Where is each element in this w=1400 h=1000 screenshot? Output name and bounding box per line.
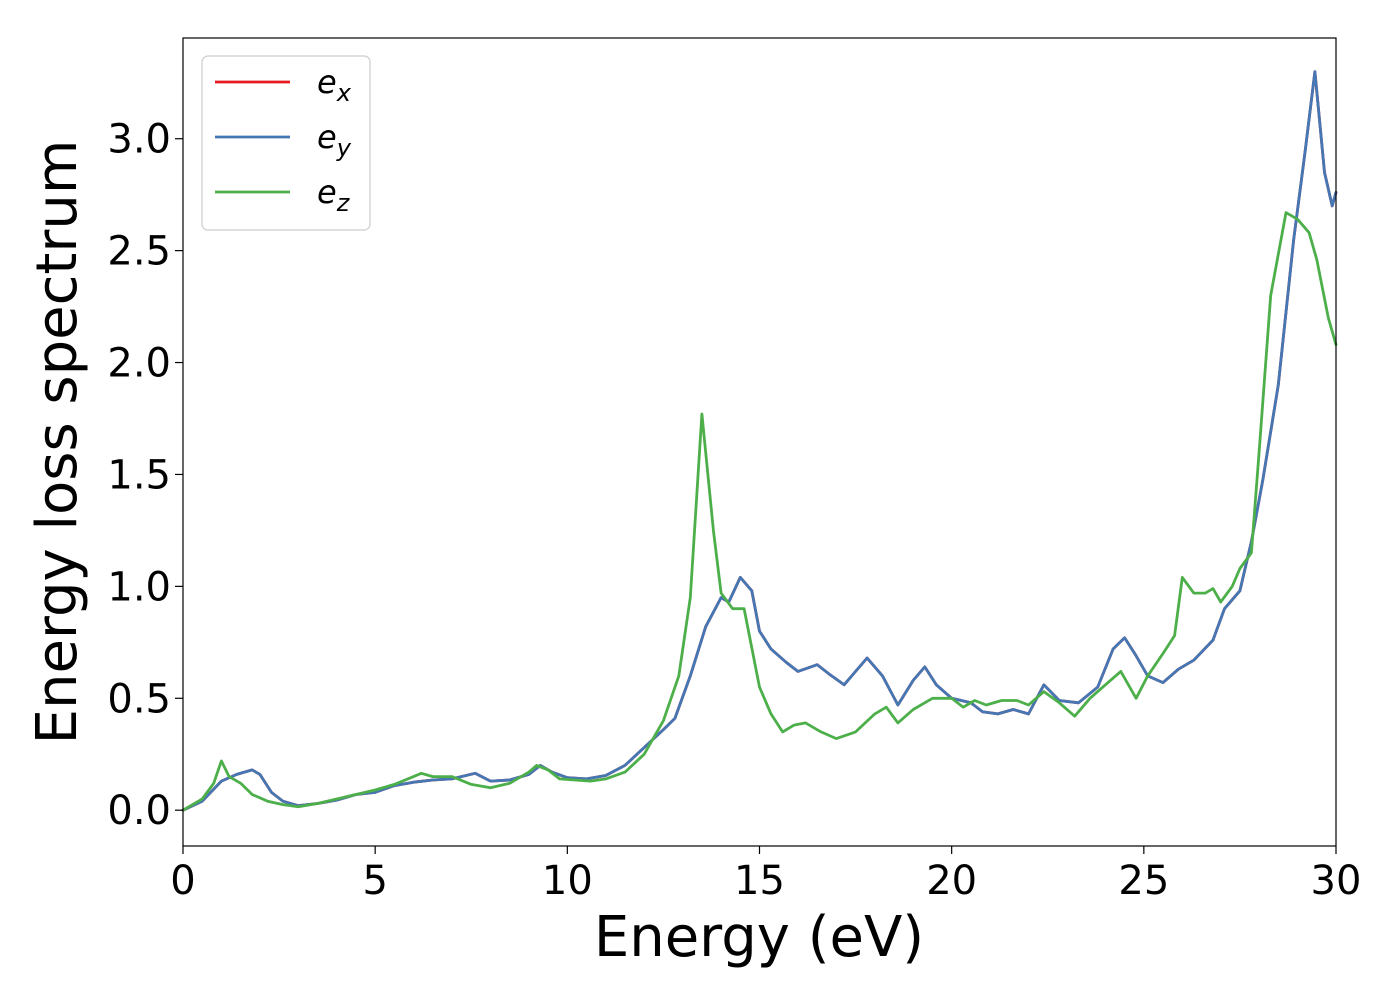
y-tick-label: 3.0 [107, 117, 171, 163]
x-tick-label: 20 [926, 858, 977, 904]
y-tick-label: 0.0 [107, 788, 171, 834]
series-layer [181, 70, 1338, 812]
y-axis: 0.0 0.5 1.0 1.5 2.0 2.5 3.0 [107, 117, 183, 834]
legend-label-ez: ez [317, 173, 351, 217]
x-axis-title: Energy (eV) [594, 905, 924, 970]
x-tick-label: 5 [362, 858, 387, 904]
x-tick-label: 10 [542, 858, 593, 904]
x-tick-label: 25 [1118, 858, 1169, 904]
x-tick-label: 30 [1311, 858, 1362, 904]
series-line-ez [181, 211, 1338, 812]
x-axis: 0 5 10 15 20 25 30 [170, 846, 1361, 904]
x-tick-label: 15 [734, 858, 785, 904]
y-tick-label: 1.5 [107, 452, 171, 498]
y-tick-label: 0.5 [107, 676, 171, 722]
y-tick-label: 2.0 [107, 341, 171, 387]
legend-box [201, 55, 371, 231]
y-tick-label: 2.5 [107, 229, 171, 275]
y-tick-label: 1.0 [107, 564, 171, 610]
x-tick-label: 0 [170, 858, 195, 904]
y-axis-title: Energy loss spectrum [25, 140, 90, 745]
